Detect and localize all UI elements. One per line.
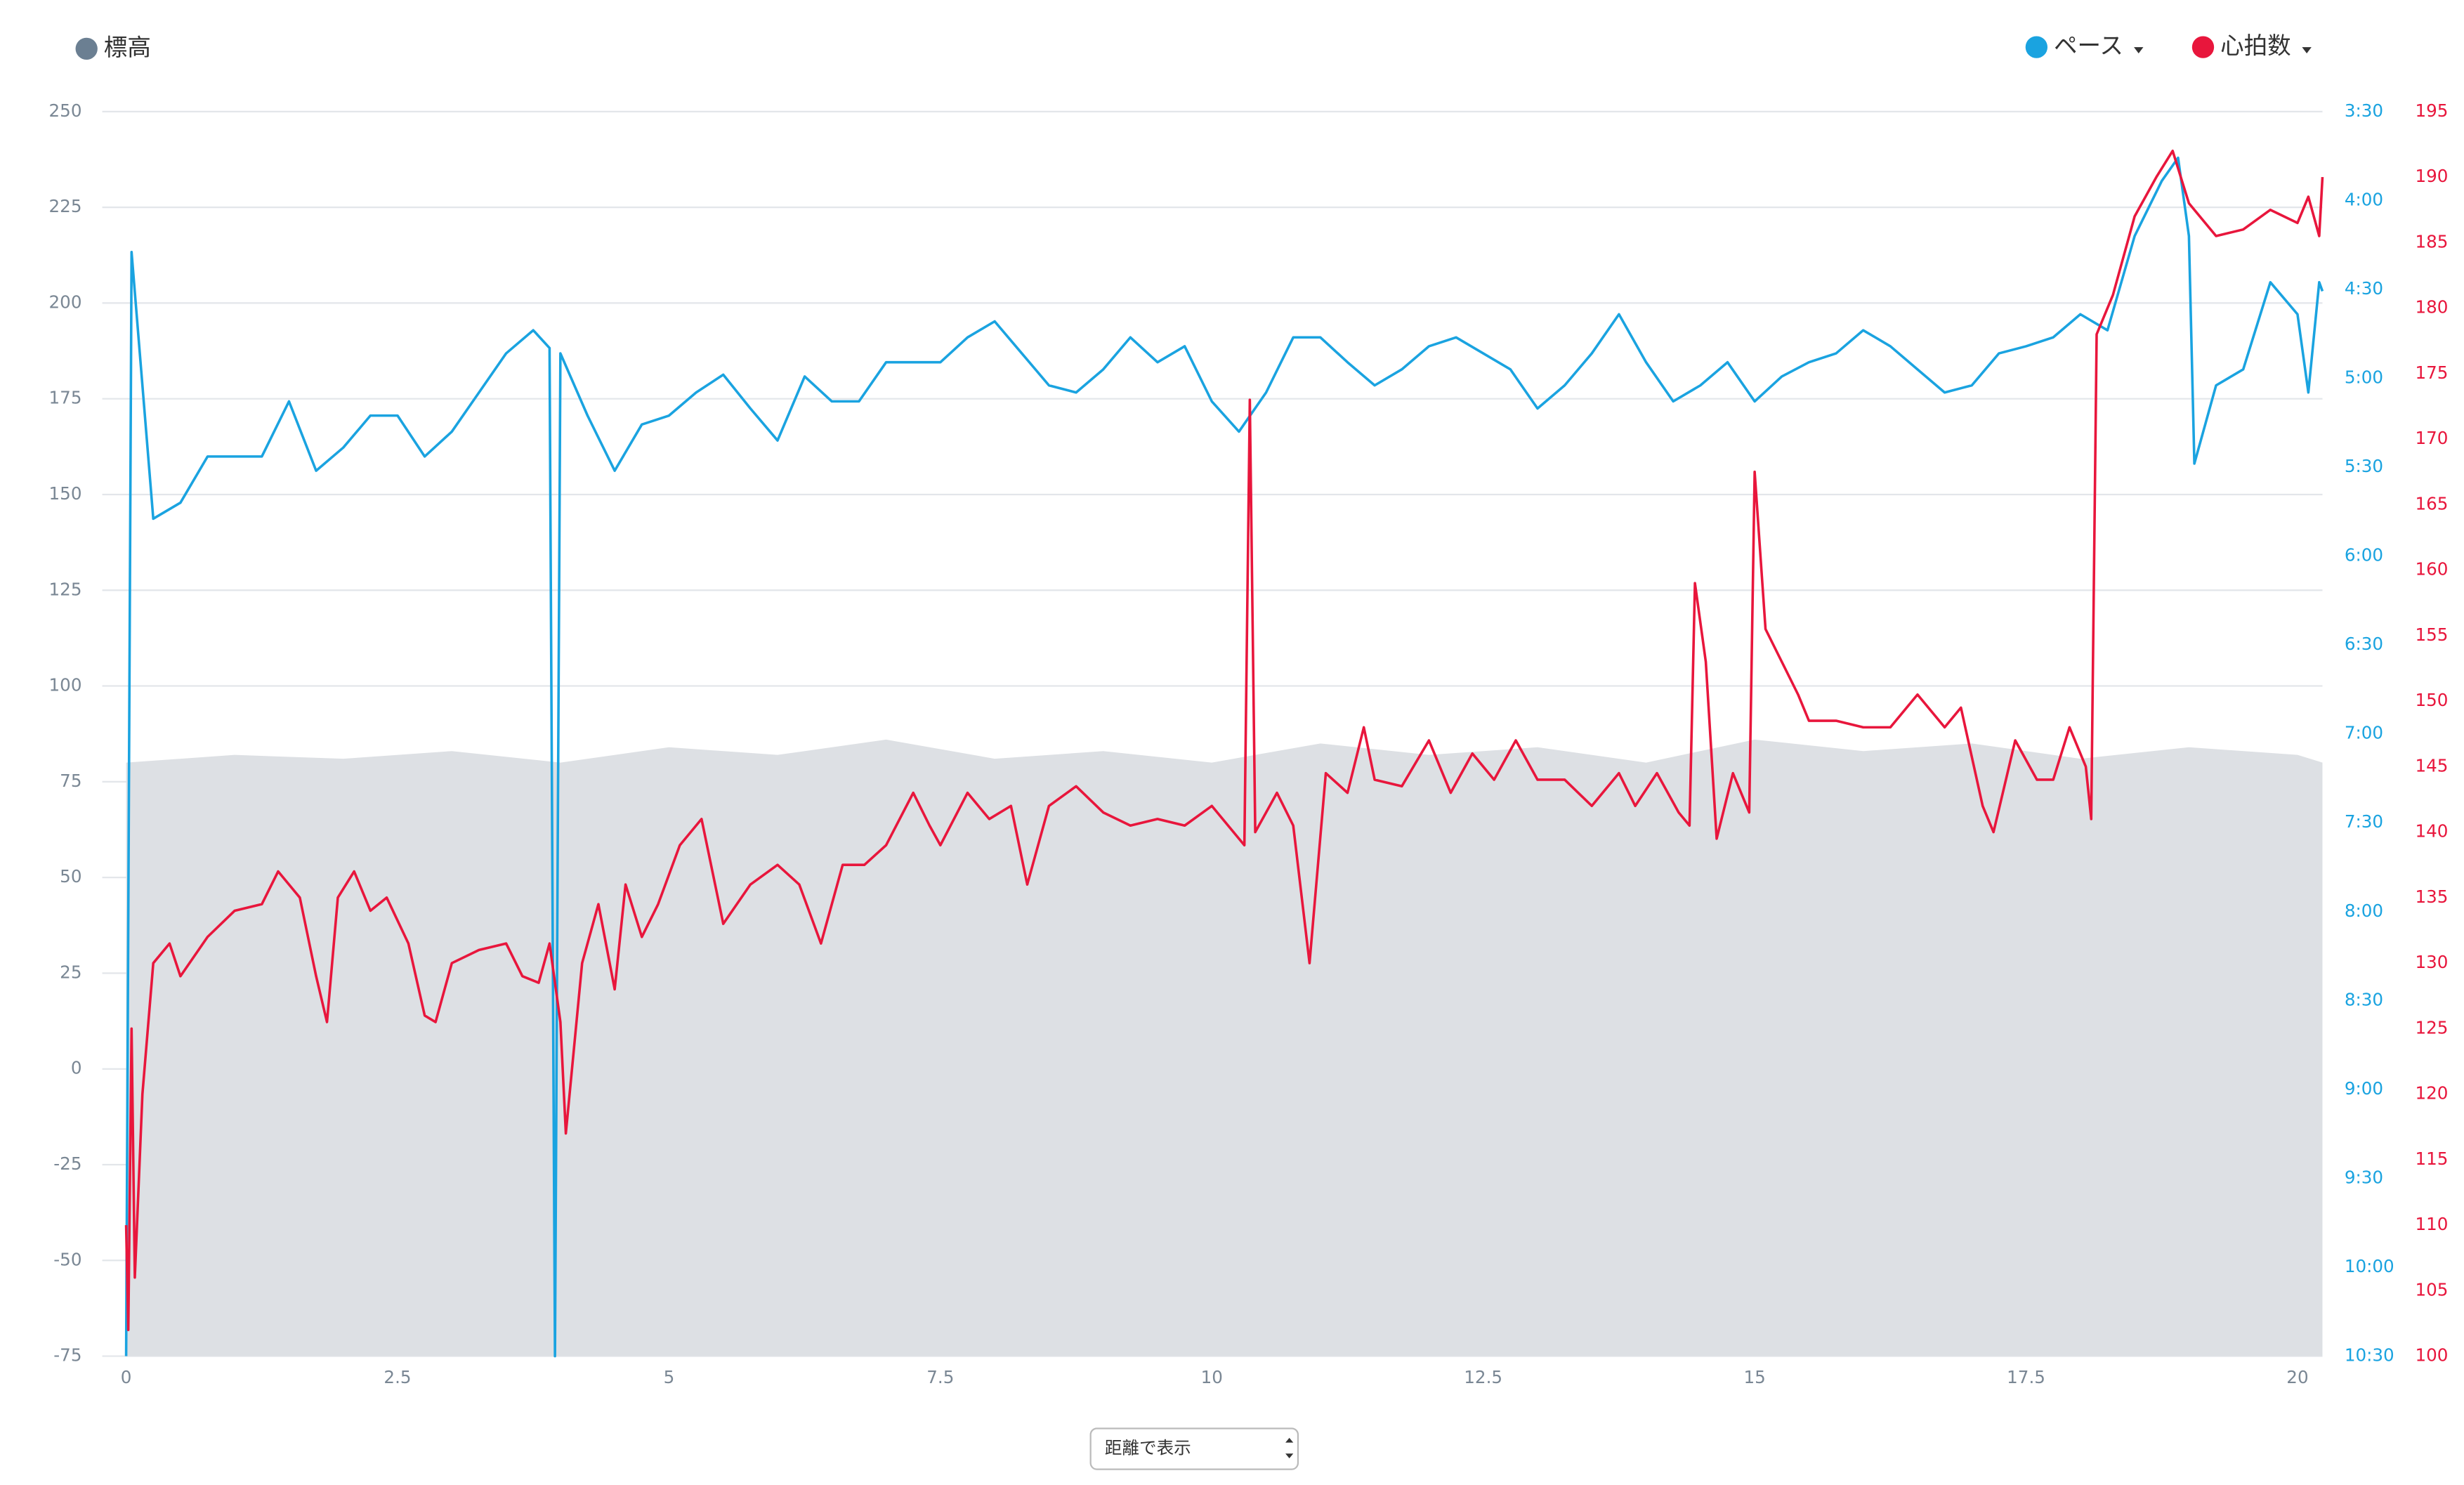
y3-tick-label: 105 <box>2415 1279 2448 1300</box>
y3-tick-label: 115 <box>2415 1149 2448 1169</box>
y3-tick-label: 170 <box>2415 428 2448 448</box>
x-mode-label[interactable]: 距離で表示 <box>1105 1438 1191 1458</box>
y3-tick-label: 120 <box>2415 1083 2448 1104</box>
y3-tick-label: 135 <box>2415 887 2448 907</box>
elevation-area <box>126 739 2323 1356</box>
y3-tick-label: 150 <box>2415 690 2448 710</box>
x-tick-label: 2.5 <box>384 1367 411 1387</box>
dropdown-arrow[interactable] <box>2302 47 2312 54</box>
y-tick-label: -75 <box>53 1345 81 1366</box>
y3-tick-label: 175 <box>2415 362 2448 383</box>
y3-tick-label: 165 <box>2415 493 2448 513</box>
y-tick-label: 0 <box>71 1058 82 1078</box>
x-tick-label: 10 <box>1201 1367 1223 1387</box>
y3-tick-label: 185 <box>2415 231 2448 251</box>
y2-tick-label: 5:00 <box>2345 367 2383 387</box>
series-line <box>124 149 2324 1332</box>
y2-tick-label: 8:00 <box>2345 901 2383 921</box>
y3-tick-label: 125 <box>2415 1017 2448 1038</box>
y-tick-label: 150 <box>49 483 82 504</box>
y-tick-label: -50 <box>53 1249 81 1269</box>
x-tick-label: 5 <box>664 1367 675 1387</box>
y3-tick-label: 145 <box>2415 755 2448 776</box>
x-mode-select[interactable] <box>1089 1427 1299 1470</box>
dropdown-arrow[interactable] <box>2134 47 2144 54</box>
legend-label[interactable]: 標高 <box>104 34 151 61</box>
y-tick-label: 200 <box>49 292 82 312</box>
y2-tick-label: 6:30 <box>2345 634 2383 654</box>
y-tick-label: 250 <box>49 100 82 121</box>
y3-tick-label: 155 <box>2415 624 2448 645</box>
y3-tick-label: 100 <box>2415 1345 2448 1366</box>
y-tick-label: 100 <box>49 675 82 695</box>
y3-tick-label: 160 <box>2415 559 2448 580</box>
x-tick-label: 15 <box>1743 1367 1765 1387</box>
y2-tick-label: 4:00 <box>2345 189 2383 209</box>
y-tick-label: 175 <box>49 388 82 408</box>
y-tick-label: 125 <box>49 579 82 599</box>
y-tick-label: 50 <box>60 866 81 887</box>
y3-tick-label: 190 <box>2415 166 2448 186</box>
legend-dot[interactable] <box>2191 36 2215 58</box>
legend-dot[interactable] <box>2025 36 2048 58</box>
y2-tick-label: 5:30 <box>2345 456 2383 476</box>
y2-tick-label: 7:30 <box>2345 811 2383 832</box>
y3-tick-label: 140 <box>2415 821 2448 842</box>
x-tick-label: 7.5 <box>926 1367 954 1387</box>
legend-label[interactable]: ペース <box>2054 32 2123 60</box>
y3-tick-label: 195 <box>2415 100 2448 121</box>
y-tick-label: 75 <box>60 771 81 791</box>
y3-tick-label: 180 <box>2415 297 2448 318</box>
y3-tick-label: 130 <box>2415 952 2448 972</box>
y2-tick-label: 8:30 <box>2345 989 2383 1009</box>
y2-tick-label: 10:30 <box>2345 1345 2394 1366</box>
plot-area: -75-50-25025507510012515017520022525010:… <box>49 100 2449 1387</box>
y2-tick-label: 6:00 <box>2345 545 2383 565</box>
x-tick-label: 20 <box>2286 1367 2308 1387</box>
y2-tick-label: 7:00 <box>2345 723 2383 743</box>
y-tick-label: 25 <box>60 962 81 982</box>
legend-label[interactable]: 心拍数 <box>2220 32 2291 60</box>
select-arrows[interactable] <box>1285 1437 1294 1458</box>
y2-tick-label: 9:30 <box>2345 1167 2383 1187</box>
legend-dot[interactable] <box>75 37 98 60</box>
y2-tick-label: 9:00 <box>2345 1078 2383 1099</box>
y-tick-label: -25 <box>53 1153 81 1174</box>
x-tick-label: 12.5 <box>1464 1367 1502 1387</box>
y-tick-label: 225 <box>49 196 82 216</box>
y2-tick-label: 3:30 <box>2345 100 2383 121</box>
x-tick-label: 17.5 <box>2007 1367 2045 1387</box>
x-tick-label: 0 <box>121 1367 132 1387</box>
y2-tick-label: 10:00 <box>2345 1256 2394 1276</box>
y2-tick-label: 4:30 <box>2345 278 2383 299</box>
series-line <box>124 156 2324 1358</box>
y3-tick-label: 110 <box>2415 1214 2448 1234</box>
